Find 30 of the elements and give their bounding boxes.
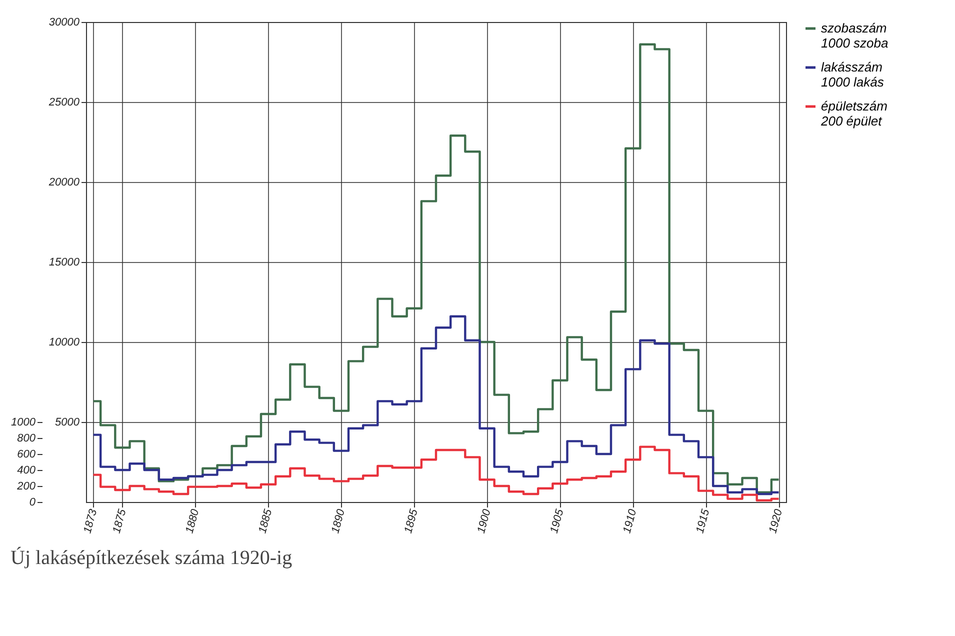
x-tick-label: 1920 bbox=[767, 507, 786, 535]
x-tick-label: 1890 bbox=[330, 507, 348, 535]
x-tick-label: 1910 bbox=[621, 507, 640, 535]
legend-label: lakásszám bbox=[821, 60, 883, 74]
y2-tick-label: 600 bbox=[17, 448, 36, 460]
text: 200 épület bbox=[820, 114, 884, 128]
x-tick-label: 1905 bbox=[548, 507, 566, 535]
text: Új lakásépítkezések száma 1920-ig bbox=[10, 546, 292, 569]
x-tick-label: 1895 bbox=[402, 507, 421, 535]
text: 1000 szoba bbox=[821, 36, 888, 50]
x-tick-label: 1885 bbox=[256, 507, 275, 535]
text: 1000 lakás bbox=[821, 74, 884, 90]
y2-tick-label: 1000 bbox=[11, 416, 36, 428]
y-tick-label: 30000 bbox=[48, 16, 80, 28]
x-tick-label: 1880 bbox=[184, 507, 202, 535]
x-tick-label: 1900 bbox=[475, 507, 494, 535]
y-tick-label: 20000 bbox=[48, 176, 80, 188]
y2-tick-label: 800 bbox=[17, 432, 36, 444]
x-tick-label: 1915 bbox=[694, 507, 712, 535]
y2-tick-label: 200 bbox=[16, 480, 36, 492]
y2-tick-label: 400 bbox=[17, 464, 36, 476]
legend-label: szobaszám bbox=[821, 20, 887, 36]
legend-label: épületszám bbox=[821, 98, 888, 114]
x-tick-label: 1873 bbox=[82, 507, 100, 535]
y-tick-label: 25000 bbox=[48, 96, 80, 108]
y2-tick-label: 0 bbox=[29, 496, 36, 508]
x-tick-label: 1875 bbox=[110, 507, 129, 535]
y-tick-label: 15000 bbox=[48, 256, 80, 268]
y-tick-label: 10000 bbox=[48, 336, 80, 348]
y-tick-label: 5000 bbox=[55, 416, 80, 428]
